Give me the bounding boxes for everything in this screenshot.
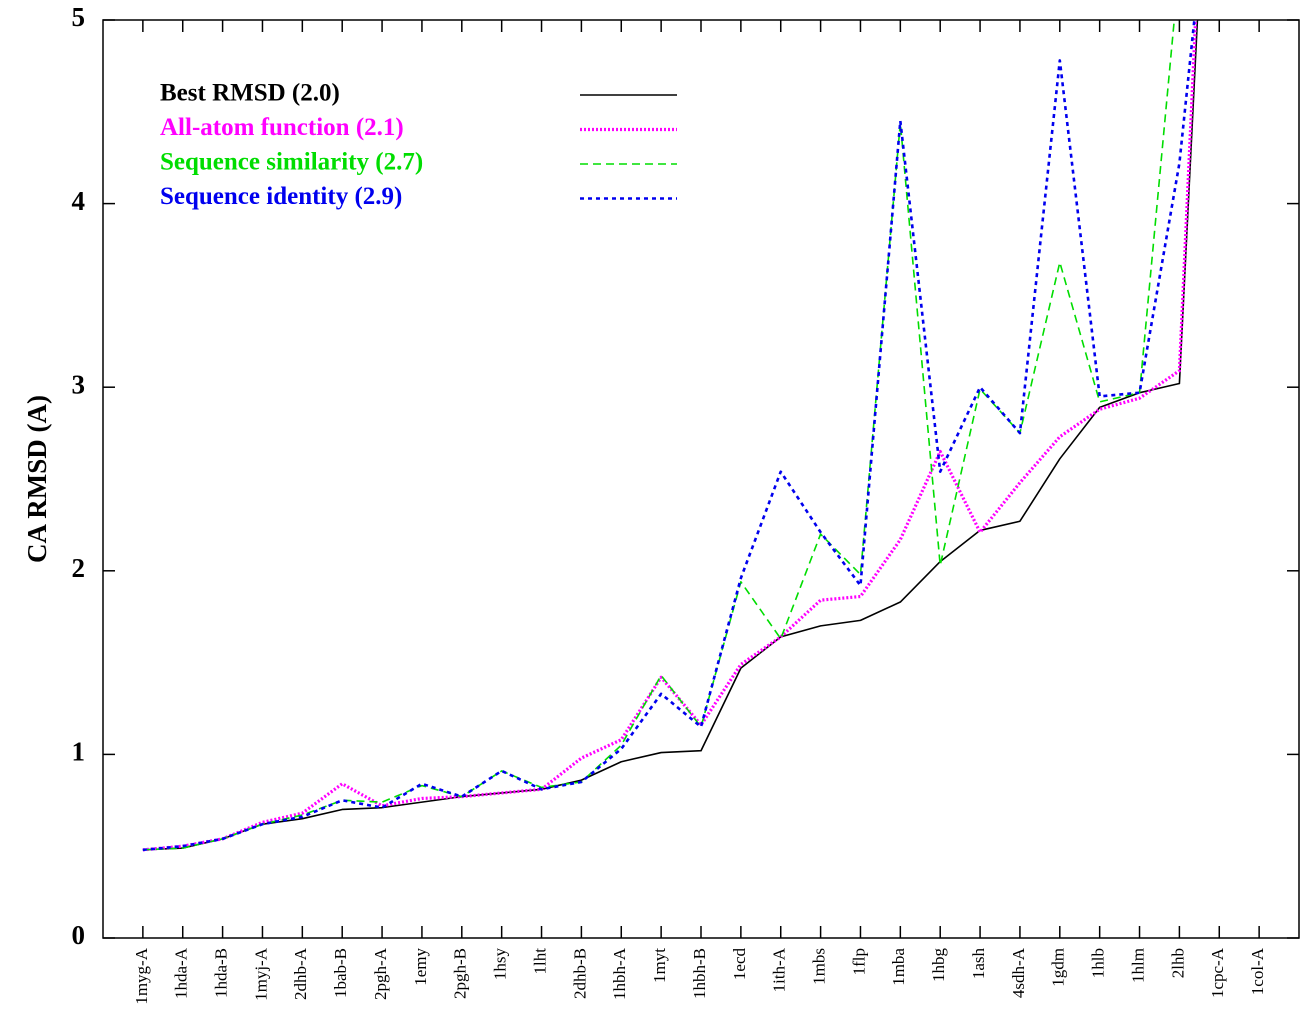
x-tick-label: 2dhb-A — [291, 947, 310, 1000]
x-tick-label: 2pgh-B — [451, 948, 470, 999]
x-tick-label: 1lht — [530, 948, 549, 975]
x-tick-label: 1flp — [849, 948, 868, 975]
legend-label: Best RMSD (2.0) — [160, 80, 340, 107]
y-tick-label: 1 — [72, 737, 86, 767]
series-line — [142, 20, 1199, 851]
series-line — [142, 20, 1196, 852]
x-tick-label: 1hbh-A — [610, 947, 629, 1000]
x-tick-label: 1col-A — [1248, 947, 1267, 995]
x-tick-label: 1ecd — [730, 948, 749, 981]
x-tick-label: 1mba — [889, 948, 908, 986]
series-line — [142, 20, 1198, 852]
y-tick-label: 4 — [72, 186, 86, 216]
x-tick-label: 1hda-B — [212, 948, 231, 998]
legend-label: Sequence similarity (2.7) — [160, 149, 423, 176]
x-tick-label: 1hbh-B — [690, 948, 709, 999]
x-tick-label: 1myg-A — [132, 947, 151, 1004]
x-tick-label: 1myj-A — [251, 947, 270, 1001]
y-tick-label: 2 — [72, 553, 86, 583]
x-tick-label: 2dhb-B — [570, 948, 589, 999]
x-tick-label: 1myt — [650, 948, 669, 983]
x-tick-label: 1bab-B — [331, 948, 350, 998]
y-tick-label: 0 — [72, 920, 86, 950]
x-tick-label: 1cpc-A — [1208, 947, 1227, 998]
x-tick-label: 1ash — [969, 948, 988, 980]
x-tick-label: 1hbg — [929, 948, 948, 983]
x-tick-label: 1mbs — [810, 948, 829, 985]
x-tick-label: 2lhb — [1168, 948, 1187, 978]
x-tick-label: 1hsy — [491, 948, 510, 981]
x-tick-label: 1hlb — [1089, 948, 1108, 978]
x-tick-label: 1gdm — [1049, 948, 1068, 987]
x-tick-label: 1hda-A — [172, 947, 191, 999]
y-tick-label: 3 — [72, 369, 86, 399]
x-tick-label: 2pgh-A — [371, 947, 390, 1000]
y-tick-label: 5 — [72, 2, 86, 32]
x-tick-label: 1hlm — [1128, 948, 1147, 983]
x-tick-label: 1emy — [411, 948, 430, 986]
x-tick-label: 4sdh-A — [1009, 947, 1028, 998]
y-axis-label: CA RMSD (A) — [22, 395, 52, 563]
plot-area — [142, 20, 1199, 852]
x-tick-label: 1ith-A — [770, 947, 789, 992]
legend-label: Sequence identity (2.9) — [160, 183, 402, 210]
legend-label: All-atom function (2.1) — [160, 114, 404, 141]
